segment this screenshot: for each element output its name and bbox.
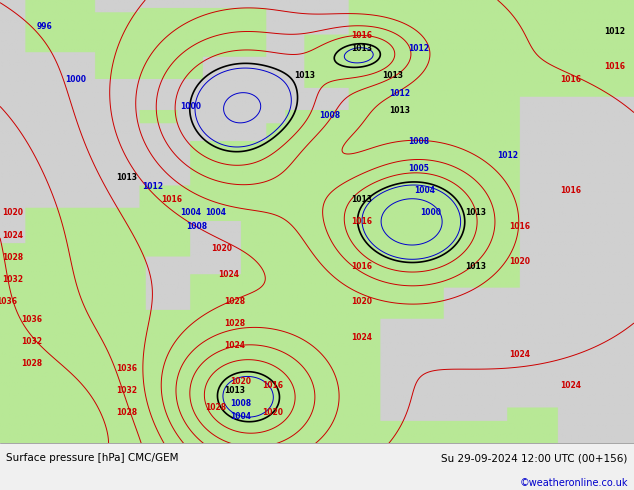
- Text: 1000: 1000: [420, 208, 442, 218]
- Text: 1013: 1013: [465, 262, 486, 270]
- Text: 1013: 1013: [294, 71, 315, 80]
- Text: 1020: 1020: [211, 244, 233, 253]
- Text: 1016: 1016: [351, 262, 372, 270]
- Text: 1013: 1013: [389, 106, 410, 115]
- Text: 1036: 1036: [116, 364, 138, 372]
- Text: 1016: 1016: [509, 221, 531, 231]
- Text: 1004: 1004: [230, 413, 252, 421]
- Text: 1004: 1004: [179, 208, 201, 218]
- Text: 1020: 1020: [230, 377, 252, 386]
- Text: 1008: 1008: [230, 399, 252, 408]
- Text: Su 29-09-2024 12:00 UTC (00+156): Su 29-09-2024 12:00 UTC (00+156): [441, 453, 628, 464]
- Text: 1012: 1012: [496, 151, 518, 160]
- Text: 1024: 1024: [560, 381, 581, 391]
- Text: 1020: 1020: [262, 408, 283, 417]
- Text: 1005: 1005: [408, 164, 429, 173]
- Text: 1028: 1028: [2, 253, 23, 262]
- Text: 1004: 1004: [205, 208, 226, 218]
- Text: 1008: 1008: [319, 111, 340, 120]
- Text: 1012: 1012: [408, 44, 429, 53]
- Text: 1013: 1013: [465, 208, 486, 218]
- Text: 1012: 1012: [141, 182, 163, 191]
- Text: 996: 996: [37, 22, 52, 31]
- Text: 1032: 1032: [116, 386, 138, 395]
- Text: 1016: 1016: [351, 31, 372, 40]
- Text: 1012: 1012: [389, 89, 410, 98]
- Text: 1008: 1008: [186, 221, 207, 231]
- Text: 1024: 1024: [2, 230, 23, 240]
- Text: 1024: 1024: [351, 333, 372, 342]
- Text: 1012: 1012: [604, 26, 626, 36]
- Text: 1032: 1032: [2, 275, 23, 284]
- Text: 1016: 1016: [560, 186, 581, 195]
- Text: 1028: 1028: [224, 319, 245, 328]
- Text: 1016: 1016: [604, 62, 626, 71]
- Text: ©weatheronline.co.uk: ©weatheronline.co.uk: [519, 478, 628, 488]
- Text: 1036: 1036: [0, 297, 17, 306]
- Text: 1016: 1016: [560, 75, 581, 84]
- Text: 1032: 1032: [21, 337, 42, 346]
- Text: 1020: 1020: [351, 297, 372, 306]
- Text: 1013: 1013: [224, 386, 245, 395]
- Text: 1028: 1028: [116, 408, 138, 417]
- Text: 1016: 1016: [351, 217, 372, 226]
- Text: 1016: 1016: [262, 381, 283, 391]
- Text: 1024: 1024: [509, 350, 531, 359]
- Text: 1020: 1020: [2, 208, 23, 218]
- Text: 1008: 1008: [408, 137, 429, 147]
- Text: 1013: 1013: [351, 44, 372, 53]
- Text: 1013: 1013: [382, 71, 404, 80]
- Text: 1000: 1000: [65, 75, 87, 84]
- Text: 1028: 1028: [205, 403, 226, 413]
- Text: 1000: 1000: [179, 102, 201, 111]
- Text: 1028: 1028: [21, 359, 42, 368]
- Text: 1036: 1036: [21, 315, 42, 324]
- Text: Surface pressure [hPa] CMC/GEM: Surface pressure [hPa] CMC/GEM: [6, 453, 179, 464]
- Text: 1024: 1024: [217, 270, 239, 279]
- Text: 1024: 1024: [224, 342, 245, 350]
- Text: 1028: 1028: [224, 297, 245, 306]
- Text: 1020: 1020: [509, 257, 531, 266]
- Text: 1013: 1013: [351, 195, 372, 204]
- Text: 1004: 1004: [414, 186, 436, 195]
- Text: 1016: 1016: [160, 195, 182, 204]
- Text: 1013: 1013: [116, 173, 138, 182]
